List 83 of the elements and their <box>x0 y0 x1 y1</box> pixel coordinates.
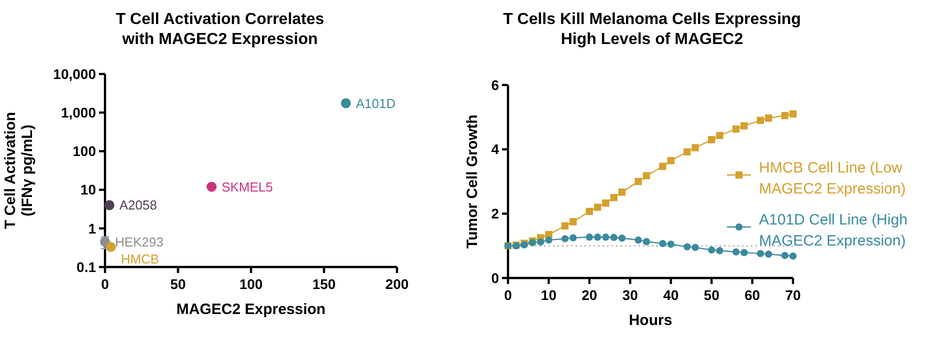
point <box>716 132 724 140</box>
point <box>106 242 116 252</box>
point <box>618 188 626 196</box>
point <box>659 240 666 248</box>
x-tick-label: 60 <box>744 287 760 303</box>
x-tick-label: 50 <box>704 287 720 303</box>
y-tick-label: 1,000 <box>60 104 96 120</box>
y-axis-title: Tumor Cell Growth <box>464 114 481 248</box>
y-tick-label: 0.1 <box>76 258 96 275</box>
point <box>781 252 788 260</box>
point <box>570 218 577 226</box>
x-tick-label: 30 <box>622 287 638 303</box>
x-tick-label: 200 <box>385 276 409 292</box>
y-tick-label: 10 <box>80 182 96 198</box>
legend-label: A101D Cell Line (High MAGEC2 Expression) <box>759 211 908 250</box>
chart-title: T Cell Activation Correlates with MAGEC2 Expression <box>116 11 324 48</box>
point <box>667 156 674 164</box>
legend-label: HMCB Cell Line (Low MAGEC2 Expression) <box>759 159 906 198</box>
point <box>716 247 724 254</box>
x-axis-title: Hours <box>628 312 672 329</box>
x-tick-label: 100 <box>239 276 263 292</box>
point <box>642 172 650 180</box>
point <box>756 250 764 258</box>
point <box>586 234 594 241</box>
point <box>561 222 569 230</box>
point <box>340 98 351 108</box>
x-axis-title: MAGEC2 Expression <box>176 301 326 318</box>
series-label: HEK293 <box>115 234 164 250</box>
point <box>684 243 691 250</box>
chart-title: T Cells Kill Melanoma Cells Expressing High Levels of MAGEC2 <box>503 11 801 48</box>
point <box>789 110 797 118</box>
point <box>594 234 602 241</box>
point <box>602 234 610 241</box>
point <box>764 114 772 122</box>
point <box>594 204 602 211</box>
point <box>104 200 114 210</box>
point <box>692 144 699 152</box>
x-tick-label: 10 <box>540 287 557 303</box>
point <box>667 240 674 248</box>
point <box>732 248 740 256</box>
x-tick-label: 50 <box>170 276 186 292</box>
point <box>561 235 569 242</box>
point <box>781 112 788 120</box>
point <box>610 234 618 242</box>
y-tick-label: 10,000 <box>53 66 96 82</box>
point <box>570 234 577 242</box>
point <box>708 246 716 254</box>
point <box>789 252 797 260</box>
x-tick-label: 40 <box>663 287 679 303</box>
point <box>634 178 642 186</box>
x-tick-label: 0 <box>101 276 110 292</box>
point <box>206 182 217 192</box>
point <box>610 194 618 202</box>
y-tick-label: 2 <box>491 206 500 222</box>
y-tick-label: 100 <box>72 143 96 160</box>
y-tick-label: 1 <box>88 220 96 236</box>
point <box>756 116 764 124</box>
point <box>586 208 594 216</box>
point <box>634 236 642 244</box>
x-tick-label: 70 <box>785 287 801 303</box>
point <box>708 136 716 144</box>
point <box>740 248 748 256</box>
x-tick-label: 0 <box>504 287 512 303</box>
x-tick-label: 150 <box>312 276 336 292</box>
series-label: SKMEL5 <box>222 179 273 194</box>
point <box>764 250 772 258</box>
point <box>732 125 740 133</box>
point <box>692 244 699 252</box>
point <box>602 199 610 207</box>
x-tick-label: 20 <box>582 287 598 303</box>
point <box>545 236 552 244</box>
series-label: HMCB <box>120 252 160 267</box>
point <box>618 234 626 242</box>
y-axis-title: T Cell Activation (IFNγ pg/mL) <box>2 112 36 229</box>
point <box>740 122 748 130</box>
y-tick-label: 6 <box>491 76 500 93</box>
series-label: A101D <box>356 96 396 111</box>
point <box>642 238 650 246</box>
point <box>659 162 666 170</box>
series-label: A2058 <box>119 198 157 213</box>
point <box>536 238 544 246</box>
point <box>684 148 691 156</box>
y-tick-label: 4 <box>491 141 500 158</box>
